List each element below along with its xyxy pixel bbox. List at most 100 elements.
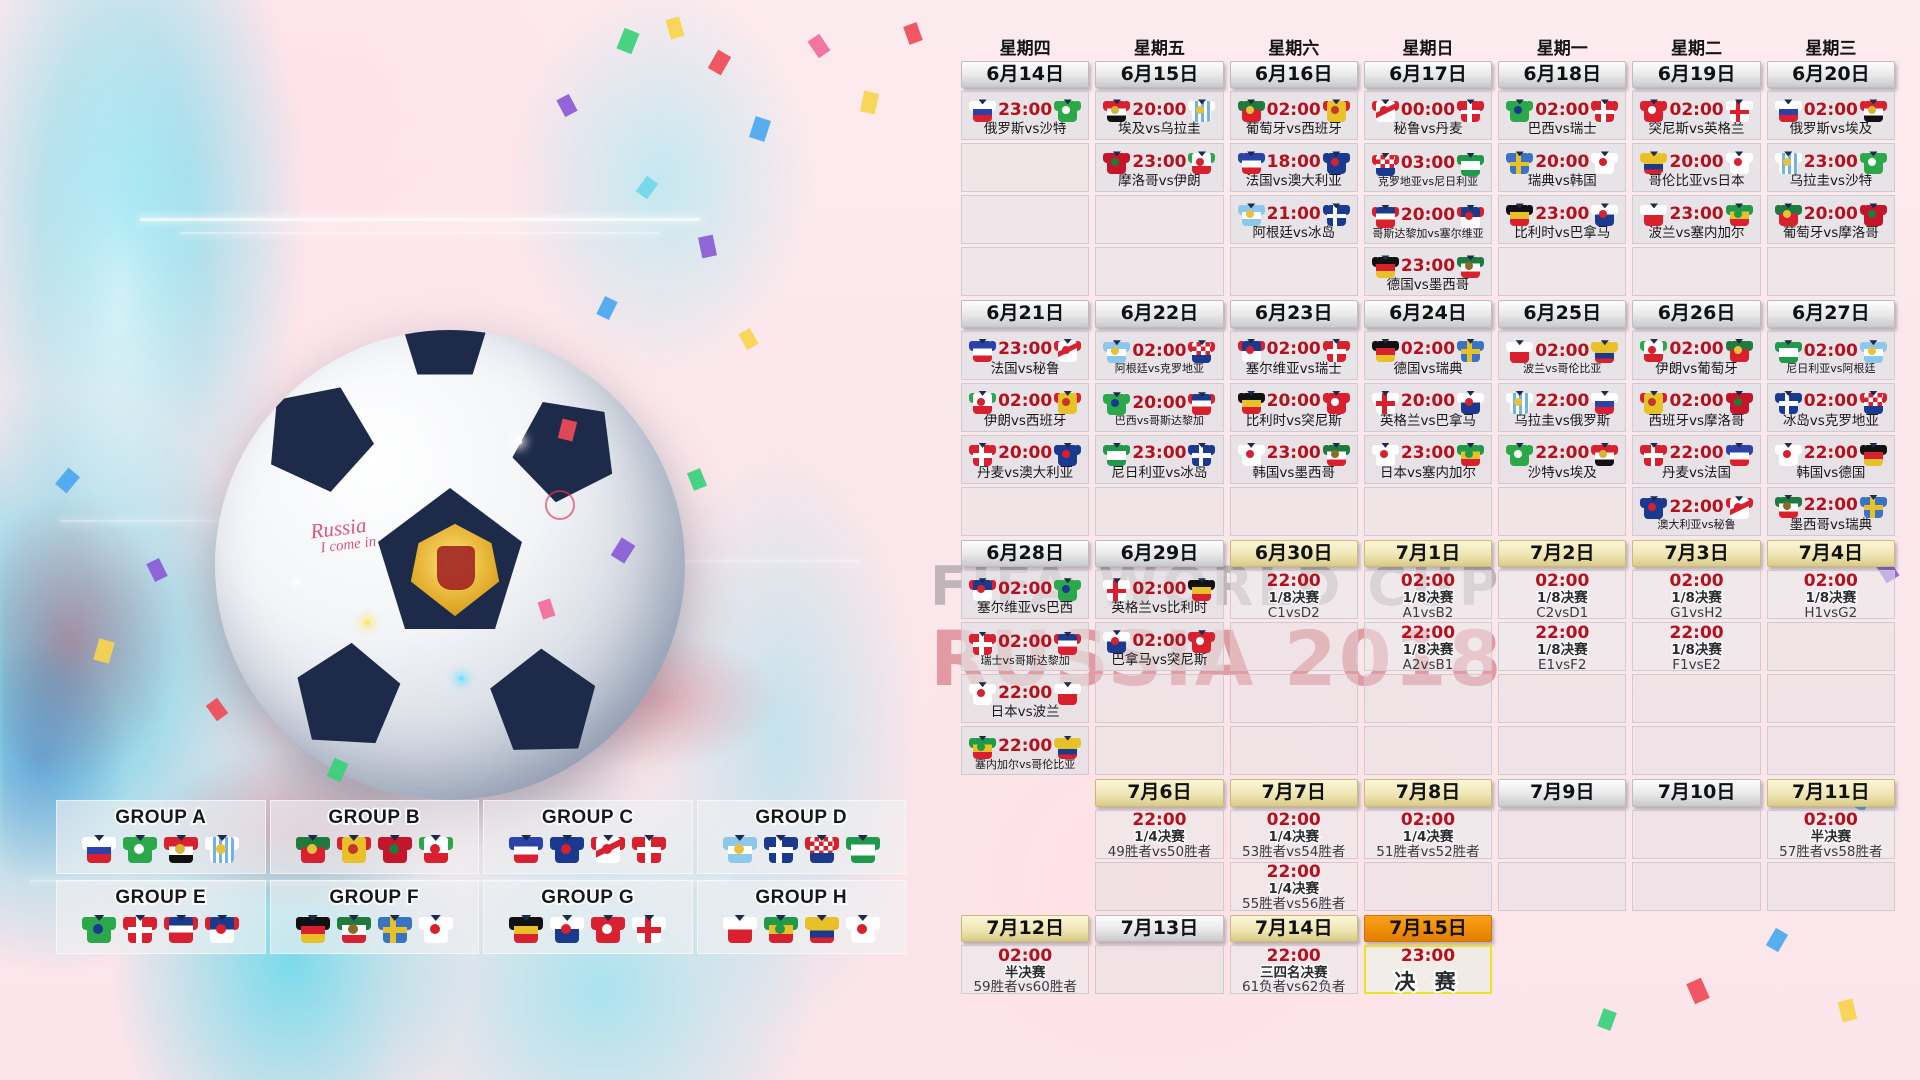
match-cell[interactable]: 22:00 韩国vs德国 [1766,434,1895,484]
date-pill[interactable]: 7月13日 [1095,914,1224,943]
date-pill[interactable]: 6月17日 [1363,61,1493,89]
date-pill[interactable]: 7月14日 [1229,914,1358,943]
date-pill[interactable]: 6月16日 [1229,61,1358,89]
match-cell[interactable]: 22:00 乌拉圭vs俄罗斯 [1498,382,1627,432]
match-cell[interactable]: 02:00 巴拿马vs突尼斯 [1095,622,1224,672]
group-panel-group-e[interactable]: GROUP E [56,880,266,954]
date-pill[interactable]: 7月6日 [1095,779,1224,807]
match-cell[interactable]: 21:00 阿根廷vs冰岛 [1229,195,1358,245]
match-cell[interactable]: 02:00 尼日利亚vs阿根廷 [1766,330,1895,380]
match-cell[interactable]: 02:00 俄罗斯vs埃及 [1766,91,1895,141]
knockout-match-cell[interactable]: 02:00 半决赛 59胜者vs60胜者 [961,945,1090,995]
match-cell[interactable]: 23:00 比利时vs巴拿马 [1498,195,1627,245]
match-cell[interactable]: 20:00 哥伦比亚vs日本 [1632,143,1761,193]
match-cell[interactable]: 22:00 墨西哥vs瑞典 [1766,486,1895,536]
match-cell[interactable]: 02:00 英格兰vs比利时 [1095,570,1224,620]
match-cell[interactable]: 20:00 埃及vs乌拉圭 [1095,91,1224,141]
date-pill[interactable]: 6月14日 [961,61,1090,89]
date-pill[interactable]: 7月1日 [1363,539,1493,568]
group-panel-group-h[interactable]: GROUP H [696,880,906,954]
match-cell[interactable]: 23:00 日本vs塞内加尔 [1363,434,1493,484]
date-pill[interactable]: 7月3日 [1632,539,1761,568]
match-cell[interactable]: 22:00 塞内加尔vs哥伦比亚 [961,726,1090,776]
match-cell[interactable]: 02:00 塞尔维亚vs巴西 [961,570,1090,620]
knockout-match-cell[interactable]: 02:00 1/8决赛 H1vsG2 [1766,570,1895,620]
match-cell[interactable]: 20:00 瑞典vs韩国 [1498,143,1627,193]
match-cell[interactable]: 03:00 克罗地亚vs尼日利亚 [1363,143,1493,193]
match-cell[interactable]: 22:00 日本vs波兰 [961,674,1090,724]
group-panel-group-b[interactable]: GROUP B [269,800,479,874]
match-cell[interactable]: 22:00 丹麦vs法国 [1632,434,1761,484]
date-pill[interactable]: 7月10日 [1632,779,1761,807]
match-cell[interactable]: 23:00 乌拉圭vs沙特 [1766,143,1895,193]
date-pill[interactable]: 7月11日 [1766,779,1895,807]
match-cell[interactable]: 23:00 尼日利亚vs冰岛 [1095,434,1224,484]
match-cell[interactable]: 02:00 巴西vs瑞士 [1498,91,1627,141]
date-pill[interactable]: 7月7日 [1229,779,1358,807]
match-cell[interactable]: 22:00 澳大利亚vs秘鲁 [1632,486,1761,536]
match-cell[interactable]: 02:00 葡萄牙vs西班牙 [1229,91,1358,141]
match-cell[interactable]: 18:00 法国vs澳大利亚 [1229,143,1358,193]
group-panel-group-g[interactable]: GROUP G [483,880,693,954]
match-cell[interactable]: 20:00 丹麦vs澳大利亚 [961,434,1090,484]
date-pill[interactable]: 7月15日 [1363,914,1493,943]
match-cell[interactable]: 02:00 波兰vs哥伦比亚 [1498,330,1627,380]
match-cell[interactable]: 20:00 比利时vs突尼斯 [1229,382,1358,432]
date-pill[interactable]: 7月12日 [961,914,1090,943]
match-cell[interactable]: 02:00 德国vs瑞典 [1363,330,1493,380]
match-cell[interactable]: 02:00 伊朗vs葡萄牙 [1632,330,1761,380]
match-cell[interactable]: 20:00 巴西vs哥斯达黎加 [1095,382,1224,432]
date-pill[interactable]: 6月23日 [1229,300,1358,328]
match-cell[interactable]: 00:00 秘鲁vs丹麦 [1363,91,1493,141]
date-pill[interactable]: 6月26日 [1632,300,1761,328]
knockout-match-cell[interactable]: 22:00 1/8决赛 E1vsF2 [1498,622,1627,672]
group-panel-group-d[interactable]: GROUP D [696,800,906,874]
date-pill[interactable]: 6月20日 [1766,61,1895,89]
date-pill[interactable]: 7月4日 [1766,539,1895,568]
date-pill[interactable]: 7月8日 [1363,779,1493,807]
match-cell[interactable]: 22:00 沙特vs埃及 [1498,434,1627,484]
date-pill[interactable]: 6月15日 [1095,61,1224,89]
match-cell[interactable]: 23:00 俄罗斯vs沙特 [961,91,1090,141]
date-pill[interactable]: 6月19日 [1632,61,1761,89]
match-cell[interactable]: 02:00 突尼斯vs英格兰 [1632,91,1761,141]
match-cell[interactable]: 02:00 西班牙vs摩洛哥 [1632,382,1761,432]
date-pill[interactable]: 7月9日 [1498,779,1627,807]
match-cell[interactable]: 23:00 法国vs秘鲁 [961,330,1090,380]
match-cell[interactable]: 20:00 哥斯达黎加vs塞尔维亚 [1363,195,1493,245]
date-pill[interactable]: 7月2日 [1498,539,1627,568]
match-cell[interactable]: 23:00 摩洛哥vs伊朗 [1095,143,1224,193]
knockout-match-cell[interactable]: 22:00 1/4决赛 49胜者vs50胜者 [1095,809,1224,860]
group-panel-group-c[interactable]: GROUP C [483,800,693,874]
final-match-cell[interactable]: 23:00 决 赛 [1363,945,1493,996]
match-cell[interactable]: 20:00 葡萄牙vs摩洛哥 [1766,195,1895,245]
knockout-match-cell[interactable]: 02:00 1/4决赛 51胜者vs52胜者 [1363,809,1493,860]
date-pill[interactable]: 6月29日 [1095,539,1224,568]
knockout-match-cell[interactable]: 22:00 1/8决赛 C1vsD2 [1229,570,1358,620]
date-pill[interactable]: 6月25日 [1498,300,1627,328]
date-pill[interactable]: 6月24日 [1363,300,1493,328]
knockout-match-cell[interactable]: 02:00 1/8决赛 C2vsD1 [1498,570,1627,620]
date-pill[interactable]: 6月28日 [961,539,1090,568]
match-cell[interactable]: 02:00 伊朗vs西班牙 [961,382,1090,432]
date-pill[interactable]: 6月27日 [1766,300,1895,328]
match-cell[interactable]: 23:00 波兰vs塞内加尔 [1632,195,1761,245]
knockout-match-cell[interactable]: 22:00 1/8决赛 A2vsB1 [1363,622,1493,672]
date-pill[interactable]: 6月22日 [1095,300,1224,328]
knockout-match-cell[interactable]: 22:00 1/8决赛 F1vsE2 [1632,622,1761,672]
knockout-match-cell[interactable]: 02:00 1/4决赛 53胜者vs54胜者 [1229,809,1358,860]
group-panel-group-a[interactable]: GROUP A [56,800,266,874]
group-panel-group-f[interactable]: GROUP F [269,880,479,954]
match-cell[interactable]: 23:00 韩国vs墨西哥 [1229,434,1358,484]
knockout-match-cell[interactable]: 02:00 半决赛 57胜者vs58胜者 [1766,809,1895,860]
date-pill[interactable]: 6月18日 [1498,61,1627,89]
date-pill[interactable]: 6月21日 [961,300,1090,328]
date-pill[interactable]: 6月30日 [1229,539,1358,568]
knockout-match-cell[interactable]: 02:00 1/8决赛 G1vsH2 [1632,570,1761,620]
match-cell[interactable]: 02:00 瑞士vs哥斯达黎加 [961,622,1090,672]
match-cell[interactable]: 02:00 塞尔维亚vs瑞士 [1229,330,1358,380]
match-cell[interactable]: 02:00 冰岛vs克罗地亚 [1766,382,1895,432]
knockout-match-cell[interactable]: 22:00 1/4决赛 55胜者vs56胜者 [1229,861,1358,912]
knockout-match-cell[interactable]: 02:00 1/8决赛 A1vsB2 [1363,570,1493,620]
match-cell[interactable]: 20:00 英格兰vs巴拿马 [1363,382,1493,432]
